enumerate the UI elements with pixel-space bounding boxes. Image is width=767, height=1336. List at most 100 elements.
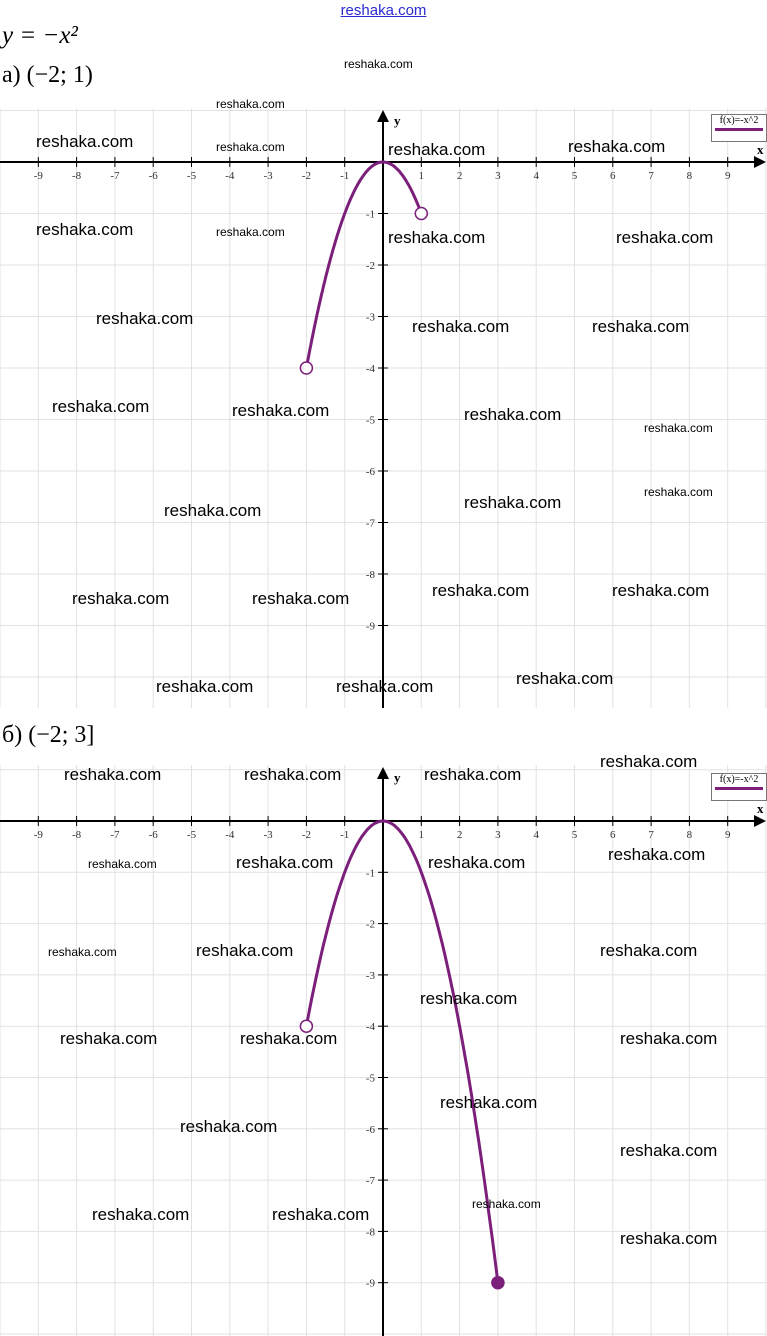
- watermark: reshaka.com: [60, 1029, 158, 1048]
- watermark: reshaka.com: [644, 485, 713, 499]
- watermark: reshaka.com: [620, 1229, 718, 1248]
- open-endpoint: [299, 361, 314, 375]
- watermark: reshaka.com: [216, 97, 285, 111]
- y-tick-label: -5: [366, 415, 376, 427]
- watermark: reshaka.com: [236, 853, 334, 872]
- watermark: reshaka.com: [620, 1029, 718, 1048]
- y-tick-label: -8: [366, 569, 376, 581]
- watermark: reshaka.com: [420, 989, 518, 1008]
- watermark: reshaka.com: [72, 589, 170, 608]
- y-tick-label: -3: [366, 970, 376, 982]
- y-tick-label: -6: [366, 466, 376, 478]
- watermark: reshaka.com: [440, 1093, 538, 1112]
- watermark: reshaka.com: [464, 405, 562, 424]
- closed-endpoint: [491, 1275, 505, 1290]
- y-axis-arrow-icon: [377, 767, 389, 779]
- x-tick-label: -1: [340, 170, 349, 182]
- x-tick-label: -2: [302, 170, 311, 182]
- legend-b-swatch: [715, 787, 763, 790]
- x-tick-label: 4: [533, 170, 539, 182]
- y-tick-label: -4: [366, 1021, 376, 1033]
- x-tick-label: 7: [648, 170, 654, 182]
- watermark: reshaka.com: [428, 853, 526, 872]
- y-tick-label: -3: [366, 312, 376, 324]
- x-tick-label: -9: [34, 170, 44, 182]
- part-b-label: б) (−2; 3]: [2, 722, 95, 748]
- open-endpoint: [414, 206, 429, 221]
- legend-a-label: f(x)=-x^2: [719, 115, 759, 126]
- y-tick-label: -2: [366, 260, 375, 272]
- watermark: reshaka.com: [600, 941, 698, 960]
- x-tick-label: 2: [457, 170, 463, 182]
- watermark: reshaka.com: [156, 677, 254, 696]
- watermark: reshaka.com: [344, 57, 413, 71]
- x-tick-label: -6: [149, 829, 159, 841]
- watermark: reshaka.com: [52, 397, 150, 416]
- watermark: reshaka.com: [388, 228, 486, 247]
- x-tick-label: 2: [457, 829, 463, 841]
- y-tick-label: -2: [366, 919, 375, 931]
- x-tick-label: 8: [687, 170, 693, 182]
- watermark: reshaka.com: [336, 677, 434, 696]
- x-tick-label: -7: [110, 170, 120, 182]
- watermark: reshaka.com: [36, 132, 134, 151]
- legend-a-swatch: [715, 128, 763, 131]
- watermark: reshaka.com: [252, 589, 350, 608]
- x-axis-arrow-icon: [754, 815, 766, 827]
- x-tick-label: 6: [610, 829, 616, 841]
- y-tick-label: -7: [366, 1175, 376, 1187]
- x-tick-label: -5: [187, 829, 197, 841]
- open-endpoint: [299, 1019, 314, 1033]
- watermark: reshaka.com: [388, 140, 486, 159]
- x-tick-label: -4: [225, 170, 235, 182]
- legend-b: f(x)=-x^2: [711, 773, 767, 801]
- x-axis-label: x: [757, 801, 764, 816]
- y-tick-label: -4: [366, 363, 376, 375]
- x-tick-label: 9: [725, 170, 731, 182]
- watermark: reshaka.com: [88, 857, 157, 871]
- x-axis-label: x: [757, 142, 764, 157]
- x-tick-label: 3: [495, 829, 501, 841]
- watermark: reshaka.com: [620, 1141, 718, 1160]
- y-axis-label: y: [394, 770, 401, 785]
- y-axis-label: y: [394, 113, 401, 128]
- watermark: reshaka.com: [472, 1197, 541, 1211]
- function-curve: [304, 160, 423, 369]
- x-tick-label: 5: [572, 829, 578, 841]
- watermark: reshaka.com: [216, 140, 285, 154]
- watermark: reshaka.com: [164, 501, 262, 520]
- graph-b: x y -9 -8 -7 -6 -5 -4 -3 -2 -1 1 2 3 4 5 6 7 8 9 -1 -2 -3 -4 -5 -…: [0, 765, 767, 1336]
- x-tick-label: 8: [687, 829, 693, 841]
- x-tick-label: -2: [302, 829, 311, 841]
- watermark: reshaka.com: [592, 317, 690, 336]
- watermark: reshaka.com: [244, 765, 342, 784]
- x-tick-label: -8: [72, 170, 82, 182]
- x-tick-label: 9: [725, 829, 731, 841]
- watermark: reshaka.com: [232, 401, 330, 420]
- x-tick-label: 5: [572, 170, 578, 182]
- watermark: reshaka.com: [240, 1029, 338, 1048]
- x-tick-label: -4: [225, 829, 235, 841]
- x-axis-arrow-icon: [754, 156, 766, 168]
- watermark: reshaka.com: [216, 225, 285, 239]
- function-curve: [304, 819, 500, 1283]
- watermark: reshaka.com: [516, 669, 614, 688]
- watermark: reshaka.com: [608, 845, 706, 864]
- legend-b-label: f(x)=-x^2: [719, 774, 759, 785]
- y-tick-label: -9: [366, 621, 376, 633]
- y-tick-label: -1: [366, 209, 375, 221]
- x-tick-label: 1: [419, 170, 425, 182]
- watermark: reshaka.com: [600, 752, 698, 771]
- x-tick-label: -3: [264, 170, 274, 182]
- y-tick-label: -9: [366, 1278, 376, 1290]
- watermark: reshaka.com: [612, 581, 710, 600]
- watermark: reshaka.com: [464, 493, 562, 512]
- watermark: reshaka.com: [36, 220, 134, 239]
- site-link[interactable]: reshaka.com: [340, 2, 427, 19]
- x-tick-label: -9: [34, 829, 44, 841]
- x-tick-label: 3: [495, 170, 501, 182]
- y-axis-arrow-icon: [377, 110, 389, 122]
- watermark: reshaka.com: [616, 228, 714, 247]
- watermark: reshaka.com: [92, 1205, 190, 1224]
